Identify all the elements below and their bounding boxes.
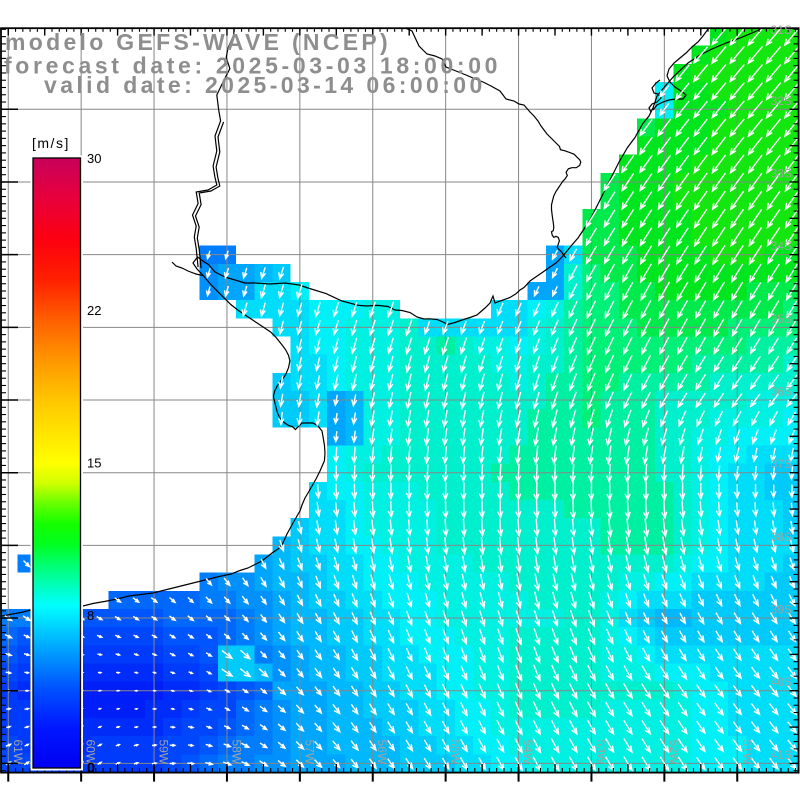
svg-text:60W: 60W — [84, 740, 98, 765]
svg-text:valid date: 2025-03-14 06:00:0: valid date: 2025-03-14 06:00:00 — [44, 72, 486, 98]
svg-text:57W: 57W — [302, 740, 316, 765]
svg-text:33S: 33S — [771, 167, 792, 181]
svg-text:0: 0 — [87, 761, 95, 777]
svg-text:58W: 58W — [230, 740, 244, 765]
svg-text:forecast date: 2025-03-03 18:0: forecast date: 2025-03-03 18:00:00 — [4, 53, 501, 79]
svg-text:38S: 38S — [771, 530, 792, 544]
svg-text:39S: 39S — [771, 603, 792, 617]
svg-text:56W: 56W — [375, 740, 389, 765]
svg-text:59W: 59W — [157, 740, 171, 765]
svg-text:[m/s]: [m/s] — [32, 135, 70, 151]
svg-text:31S: 31S — [771, 23, 792, 37]
svg-text:32S: 32S — [771, 94, 792, 108]
svg-text:37S: 37S — [771, 457, 792, 471]
svg-text:41S: 41S — [771, 748, 792, 762]
svg-text:8: 8 — [87, 608, 94, 623]
svg-text:modelo GEFS-WAVE (NCEP): modelo GEFS-WAVE (NCEP) — [5, 29, 391, 55]
svg-text:34S: 34S — [771, 239, 792, 253]
svg-text:35S: 35S — [771, 312, 792, 326]
svg-text:61W: 61W — [11, 740, 25, 765]
svg-text:36S: 36S — [771, 385, 792, 399]
svg-text:53W: 53W — [594, 740, 608, 765]
svg-text:22: 22 — [87, 303, 101, 318]
svg-text:30: 30 — [87, 151, 101, 166]
svg-text:54W: 54W — [521, 740, 535, 765]
svg-text:40S: 40S — [771, 675, 792, 689]
svg-text:52W: 52W — [667, 740, 681, 765]
svg-text:51W: 51W — [740, 740, 754, 765]
svg-text:55W: 55W — [448, 740, 462, 765]
svg-text:15: 15 — [87, 456, 101, 471]
